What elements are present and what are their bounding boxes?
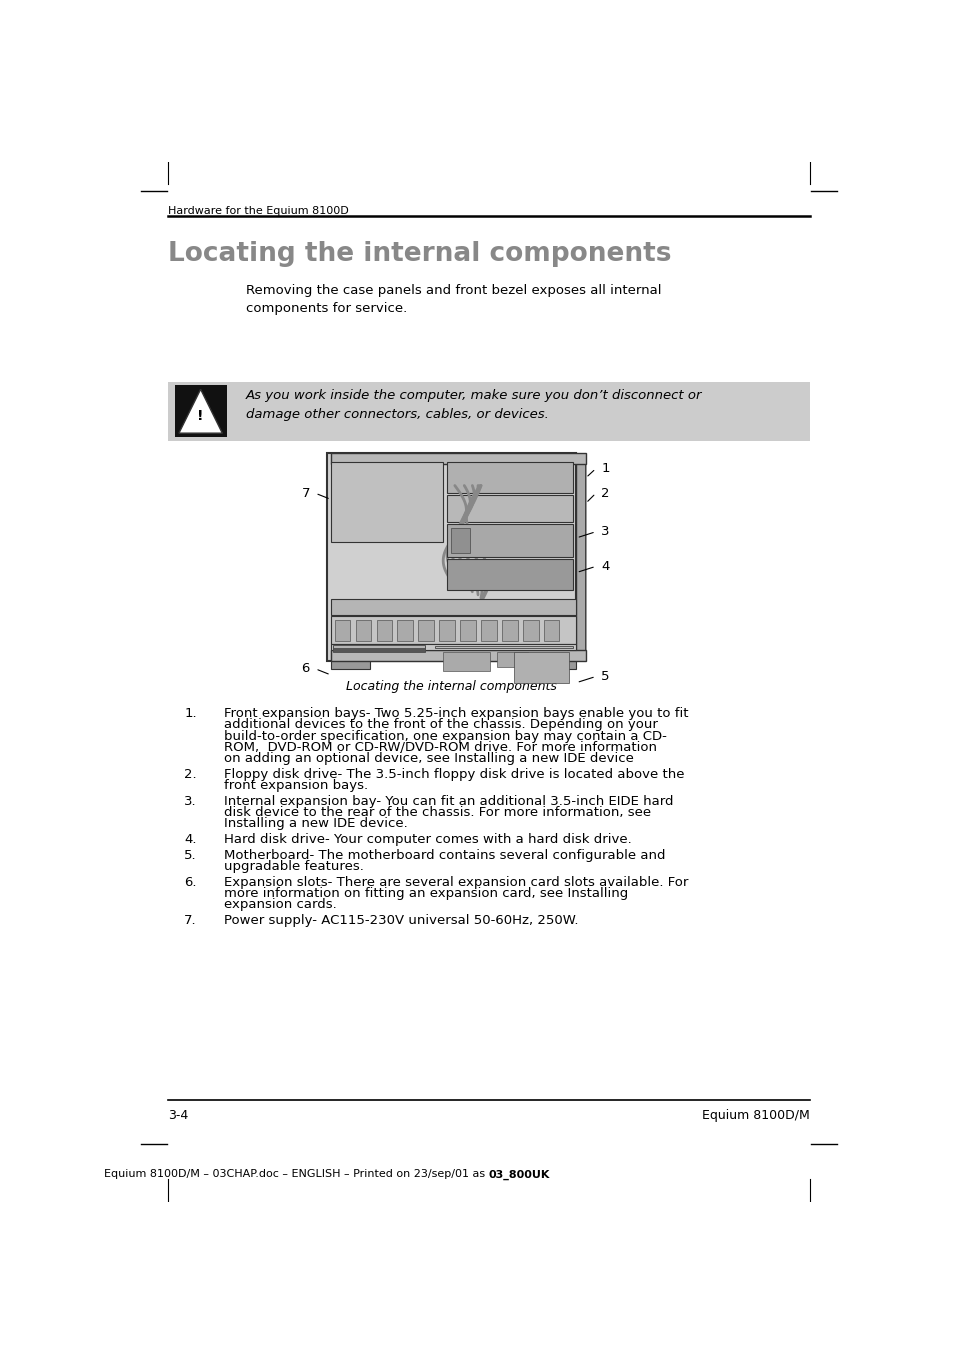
Text: 3-4: 3-4 <box>168 1109 188 1123</box>
FancyBboxPatch shape <box>333 646 425 647</box>
Text: Floppy disk drive- The 3.5-inch floppy disk drive is located above the: Floppy disk drive- The 3.5-inch floppy d… <box>224 767 683 781</box>
FancyBboxPatch shape <box>331 650 369 669</box>
FancyBboxPatch shape <box>333 648 425 651</box>
Polygon shape <box>179 389 222 434</box>
FancyBboxPatch shape <box>451 528 470 554</box>
Text: Expansion slots- There are several expansion card slots available. For: Expansion slots- There are several expan… <box>224 875 687 889</box>
Text: build-to-order specification, one expansion bay may contain a CD-: build-to-order specification, one expans… <box>224 730 666 743</box>
Text: Hardware for the Equium 8100D: Hardware for the Equium 8100D <box>168 205 349 216</box>
Text: Locating the internal components: Locating the internal components <box>168 242 671 267</box>
Text: upgradable features.: upgradable features. <box>224 859 363 873</box>
FancyBboxPatch shape <box>514 651 568 682</box>
FancyBboxPatch shape <box>331 462 443 542</box>
FancyBboxPatch shape <box>447 462 572 493</box>
FancyBboxPatch shape <box>418 620 434 642</box>
FancyBboxPatch shape <box>331 616 576 644</box>
FancyBboxPatch shape <box>447 494 572 523</box>
Text: Motherboard- The motherboard contains several configurable and: Motherboard- The motherboard contains se… <box>224 848 664 862</box>
FancyBboxPatch shape <box>397 620 413 642</box>
Text: Front expansion bays- Two 5.25-inch expansion bays enable you to fit: Front expansion bays- Two 5.25-inch expa… <box>224 708 688 720</box>
Text: 2: 2 <box>600 486 609 500</box>
FancyBboxPatch shape <box>327 453 576 661</box>
Text: Removing the case panels and front bezel exposes all internal
components for ser: Removing the case panels and front bezel… <box>245 284 660 315</box>
FancyBboxPatch shape <box>333 646 425 648</box>
Text: 03_800UK: 03_800UK <box>488 1169 550 1179</box>
Text: more information on fitting an expansion card, see Installing: more information on fitting an expansion… <box>224 886 627 900</box>
FancyBboxPatch shape <box>331 644 576 650</box>
FancyBboxPatch shape <box>355 620 371 642</box>
Text: Hard disk drive- Your computer comes with a hard disk drive.: Hard disk drive- Your computer comes wit… <box>224 832 631 846</box>
FancyBboxPatch shape <box>333 650 425 651</box>
Text: 1: 1 <box>600 462 609 476</box>
Text: 2.: 2. <box>184 767 196 781</box>
FancyBboxPatch shape <box>497 651 528 667</box>
Text: 5: 5 <box>600 670 609 684</box>
FancyBboxPatch shape <box>333 647 425 650</box>
Text: Power supply- AC115-230V universal 50-60Hz, 250W.: Power supply- AC115-230V universal 50-60… <box>224 913 578 927</box>
Text: expansion cards.: expansion cards. <box>224 898 336 911</box>
FancyBboxPatch shape <box>543 620 558 642</box>
Text: 7: 7 <box>301 486 310 500</box>
FancyBboxPatch shape <box>443 651 489 671</box>
Text: Equium 8100D/M – 03CHAP.doc – ENGLISH – Printed on 23/sep/01 as: Equium 8100D/M – 03CHAP.doc – ENGLISH – … <box>104 1169 488 1179</box>
FancyBboxPatch shape <box>480 620 497 642</box>
FancyBboxPatch shape <box>447 559 572 590</box>
Text: 5.: 5. <box>184 848 196 862</box>
FancyBboxPatch shape <box>376 620 392 642</box>
Polygon shape <box>576 453 585 661</box>
Text: 3.: 3. <box>184 794 196 808</box>
FancyBboxPatch shape <box>537 650 576 669</box>
Text: on adding an optional device, see Installing a new IDE device: on adding an optional device, see Instal… <box>224 753 633 765</box>
Text: front expansion bays.: front expansion bays. <box>224 780 368 792</box>
Text: 3: 3 <box>600 526 609 538</box>
Text: ROM,  DVD-ROM or CD-RW/DVD-ROM drive. For more information: ROM, DVD-ROM or CD-RW/DVD-ROM drive. For… <box>224 740 657 754</box>
FancyBboxPatch shape <box>174 385 227 436</box>
Text: disk device to the rear of the chassis. For more information, see: disk device to the rear of the chassis. … <box>224 805 650 819</box>
Text: !: ! <box>197 409 204 423</box>
Text: 1.: 1. <box>184 708 196 720</box>
Text: 4: 4 <box>600 559 609 573</box>
Text: As you work inside the computer, make sure you don’t disconnect or
damage other : As you work inside the computer, make su… <box>245 389 701 422</box>
FancyBboxPatch shape <box>447 524 572 557</box>
Text: Internal expansion bay- You can fit an additional 3.5-inch EIDE hard: Internal expansion bay- You can fit an a… <box>224 794 673 808</box>
Text: 7.: 7. <box>184 913 196 927</box>
FancyBboxPatch shape <box>331 600 576 615</box>
Text: 4.: 4. <box>184 832 196 846</box>
Text: 6.: 6. <box>184 875 196 889</box>
FancyBboxPatch shape <box>435 646 572 648</box>
Text: Locating the internal components: Locating the internal components <box>346 681 557 693</box>
FancyBboxPatch shape <box>501 620 517 642</box>
FancyBboxPatch shape <box>331 650 585 661</box>
Text: additional devices to the front of the chassis. Depending on your: additional devices to the front of the c… <box>224 719 657 731</box>
FancyBboxPatch shape <box>335 620 350 642</box>
Text: Installing a new IDE device.: Installing a new IDE device. <box>224 817 407 830</box>
FancyBboxPatch shape <box>459 620 476 642</box>
Text: 6: 6 <box>301 662 310 676</box>
FancyBboxPatch shape <box>168 381 809 440</box>
FancyBboxPatch shape <box>331 453 585 463</box>
FancyBboxPatch shape <box>522 620 537 642</box>
Text: Equium 8100D/M: Equium 8100D/M <box>701 1109 809 1123</box>
FancyBboxPatch shape <box>439 620 455 642</box>
